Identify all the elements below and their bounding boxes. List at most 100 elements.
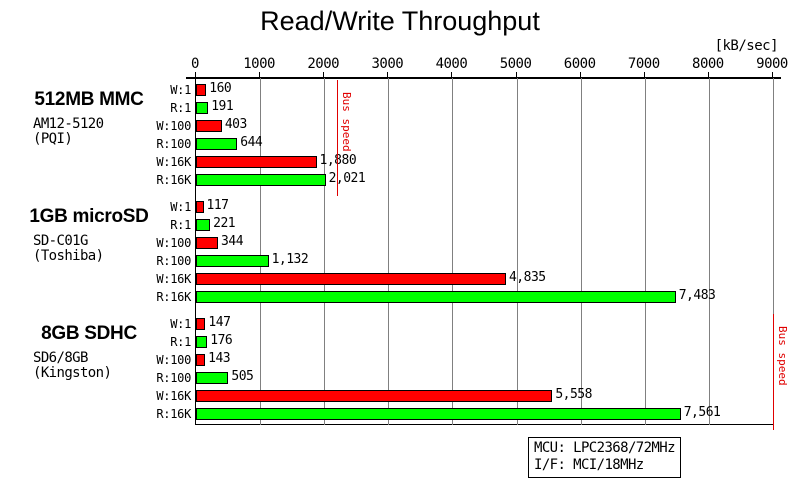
bar-write: [196, 354, 206, 366]
bar-write: [196, 201, 204, 213]
bar-write: [196, 120, 222, 132]
group-model-label: SD-C01G: [33, 233, 88, 249]
bar-write: [196, 237, 219, 249]
bar-value-label: 117: [206, 198, 229, 213]
gridline: [324, 78, 326, 425]
bar-value-label: 147: [208, 315, 231, 330]
row-label-r-16k: R:16K: [156, 407, 191, 421]
row-label-r-1: R:1: [170, 218, 191, 232]
bar-value-label: 5,558: [555, 387, 592, 402]
x-tick-label: 9000: [756, 56, 788, 72]
bar-write: [196, 156, 317, 168]
bar-value-label: 7,561: [683, 405, 721, 420]
bar-value-label: 2,021: [328, 171, 366, 186]
annotation-line-2: I/F: MCI/18MHz: [534, 457, 644, 473]
bar-read: [196, 372, 229, 384]
x-tick-label: 8000: [692, 56, 724, 72]
row-label-w-16k: W:16K: [156, 389, 191, 403]
bar-value-label: 403: [224, 117, 247, 132]
row-label-w-1: W:1: [170, 200, 191, 214]
bar-value-label: 505: [231, 369, 254, 384]
group-model-label: AM12-5120: [33, 116, 104, 132]
plot-area: 160 191 403 644 1,880 2,021 117 221 344 1,132 4,83…: [195, 78, 789, 430]
x-tick-label: 1000: [243, 56, 275, 72]
row-label-w-100: W:100: [156, 236, 191, 250]
group-title: 512MB MMC: [34, 89, 144, 110]
x-tick-mark: [707, 72, 709, 78]
group-vendor-label: (Kingston): [33, 365, 112, 381]
group-title: 1GB microSD: [29, 206, 149, 227]
x-tick-mark: [579, 72, 581, 78]
annotation-box: MCU: LPC2368/72MHz I/F: MCI/18MHz: [528, 437, 681, 478]
row-label-r-100: R:100: [156, 137, 191, 151]
bar-value-label: 191: [211, 99, 234, 114]
x-axis-line: [186, 77, 781, 79]
bar-read: [196, 102, 209, 114]
row-label-w-100: W:100: [156, 119, 191, 133]
bar-read: [196, 255, 269, 267]
gridline: [580, 78, 582, 425]
bar-value-label: 644: [240, 135, 263, 150]
bar-read: [196, 336, 208, 348]
gridline: [708, 78, 710, 425]
gridline: [644, 78, 646, 425]
bar-read: [196, 138, 238, 150]
bar-value-label: 344: [221, 234, 244, 249]
axis-unit-label: [kB/sec]: [714, 38, 779, 54]
bar-read: [196, 174, 326, 186]
gridline: [260, 78, 262, 425]
x-tick-label: 7000: [627, 56, 660, 72]
row-label-r-100: R:100: [156, 254, 191, 268]
bar-write: [196, 318, 206, 330]
group-title: 8GB SDHC: [41, 323, 137, 344]
bar-value-label: 1,880: [320, 154, 357, 167]
bus-speed-label: Bus speed: [340, 92, 354, 152]
gridline: [452, 78, 454, 425]
gridline: [388, 78, 390, 425]
x-tick-mark: [259, 72, 261, 78]
row-label-w-1: W:1: [170, 83, 191, 97]
x-tick-label: 6000: [563, 56, 596, 72]
bar-write: [196, 390, 553, 402]
bar-value-label: 221: [213, 216, 236, 231]
gridline: [773, 78, 774, 425]
group-vendor-label: (Toshiba): [33, 248, 104, 264]
bus-speed-label: Bus speed: [776, 326, 789, 386]
group-vendor-label: (PQI): [33, 131, 73, 147]
x-tick-label: 0: [191, 56, 199, 72]
bar-write: [196, 84, 207, 96]
bar-value-label: 4,835: [508, 270, 546, 285]
row-label-r-16k: R:16K: [156, 173, 191, 187]
row-label-w-1: W:1: [170, 317, 191, 331]
x-tick-label: 4000: [435, 56, 468, 72]
bar-value-label: 143: [208, 351, 231, 366]
bar-value-label: 176: [210, 333, 233, 348]
row-label-r-16k: R:16K: [156, 290, 191, 304]
x-tick-label: 3000: [371, 56, 404, 72]
bar-value-label: 1,132: [271, 252, 309, 267]
gridline: [516, 78, 518, 425]
x-tick-mark: [643, 72, 645, 78]
bar-value-label: 7,483: [678, 288, 716, 303]
bar-value-label: 160: [209, 81, 232, 96]
x-tick-label: 2000: [307, 56, 340, 72]
x-tick-mark: [387, 72, 389, 78]
bus-speed-line: [337, 80, 339, 196]
x-tick-mark: [515, 72, 517, 78]
group-model-label: SD6/8GB: [33, 350, 88, 366]
bus-speed-line: [773, 314, 774, 430]
row-label-w-16k: W:16K: [156, 272, 191, 286]
row-label-w-16k: W:16K: [156, 155, 191, 169]
annotation-line-1: MCU: LPC2368/72MHz: [534, 440, 676, 456]
x-tick-mark: [195, 72, 196, 78]
row-label-r-100: R:100: [156, 371, 191, 385]
bar-read: [196, 408, 681, 420]
bar-read: [196, 291, 676, 303]
row-label-w-100: W:100: [156, 353, 191, 367]
x-tick-mark: [772, 72, 773, 78]
x-tick-label: 5000: [499, 56, 532, 72]
x-tick-mark: [451, 72, 453, 78]
bar-write: [196, 273, 506, 285]
chart-title: Read/Write Throughput: [260, 6, 540, 36]
